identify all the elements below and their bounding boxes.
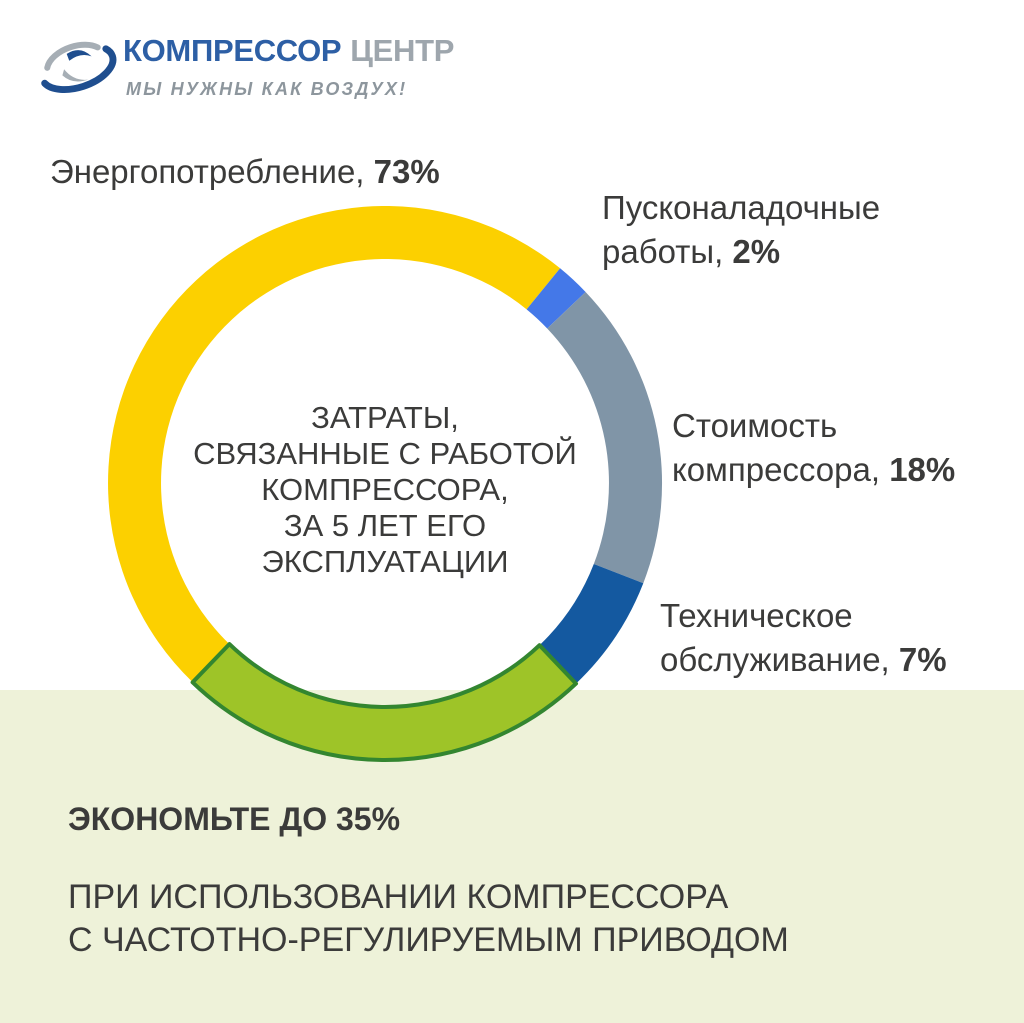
chart-label-maintenance: Техническое обслуживание, 7%	[660, 594, 1018, 682]
brand-title: КОМПРЕССОР ЦЕНТР	[123, 33, 454, 69]
chart-label-maintenance-text: Техническое обслуживание,	[660, 597, 899, 678]
chart-label-cost: Стоимость компрессора, 18%	[672, 404, 1017, 492]
donut-segment-2	[547, 292, 663, 584]
chart-label-cost-pct: 18%	[889, 451, 956, 488]
chart-label-energy-text: Энергопотребление,	[50, 153, 374, 190]
brand-tagline: МЫ НУЖНЫ КАК ВОЗДУХ!	[126, 79, 408, 99]
donut-segment-3	[539, 564, 644, 684]
footer-band	[0, 690, 1024, 1023]
footer-headline: ЭКОНОМЬТЕ ДО 35%	[68, 801, 401, 837]
brand-name-primary: КОМПРЕССОР	[123, 33, 342, 68]
donut-segment-1	[526, 268, 586, 329]
chart-label-commissioning-text: Пусконаладочные работы,	[602, 189, 881, 270]
donut-savings-overlay-segment	[190, 642, 578, 762]
chart-label-energy-pct: 73%	[373, 153, 440, 190]
chart-label-commissioning: Пусконаладочные работы, 2%	[602, 186, 932, 274]
chart-label-maintenance-pct: 7%	[898, 641, 947, 678]
chart-center-title: ЗАТРАТЫ, СВЯЗАННЫЕ С РАБОТОЙ КОМПРЕССОРА…	[193, 400, 577, 579]
chart-label-cost-text: Стоимость компрессора,	[672, 407, 890, 488]
footer-body-text: ПРИ ИСПОЛЬЗОВАНИИ КОМПРЕССОРА С ЧАСТОТНО…	[68, 878, 789, 959]
brand-name-secondary: ЦЕНТР	[350, 33, 455, 68]
chart-label-energy: Энергопотребление, 73%	[50, 150, 590, 194]
compressor-center-logo-icon	[38, 41, 117, 93]
chart-label-commissioning-pct: 2%	[732, 233, 781, 270]
